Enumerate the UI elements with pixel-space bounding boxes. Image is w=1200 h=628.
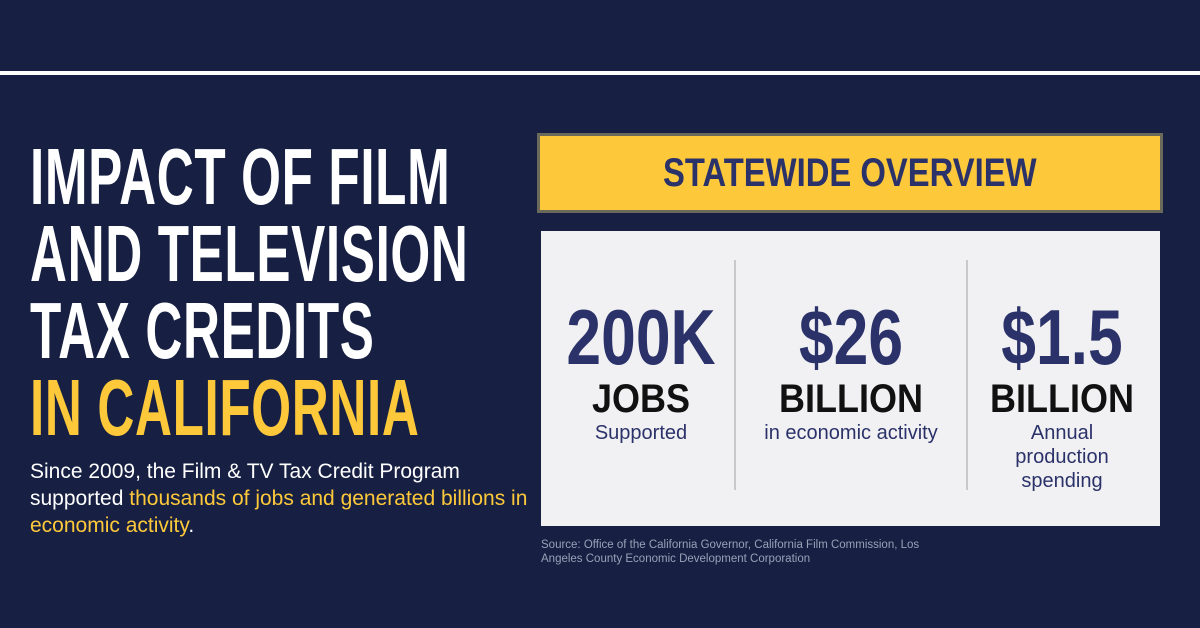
divider-rule: [0, 71, 1200, 75]
stat: 200K JOBS Supported: [536, 297, 746, 445]
stat-caption: Supported: [594, 422, 688, 444]
stat-figure: $26: [798, 293, 904, 381]
panel-heading-box: STATEWIDE OVERVIEW: [537, 133, 1163, 213]
title-line: IMPACT OF FILM: [30, 132, 451, 221]
description: Since 2009, the Film & TV Tax Credit Pro…: [30, 458, 530, 539]
stat-caption: Annual production spending: [1015, 422, 1109, 492]
stat-unit: JOBS: [591, 377, 691, 421]
title-line: TAX CREDITS: [30, 286, 375, 375]
column-divider: [734, 260, 736, 490]
description-highlight: thousands of jobs and generated billions…: [30, 487, 528, 537]
title-line: AND TELEVISION: [30, 209, 469, 298]
stat-unit: BILLION: [990, 377, 1134, 421]
stat-unit: BILLION: [779, 377, 923, 421]
description-lead: Since 2009, the Film & TV Tax Credit Pro…: [30, 460, 460, 510]
description-end: .: [188, 514, 195, 537]
stat: $26 BILLION in economic activity: [746, 297, 956, 445]
stat-figure: $1.5: [1001, 293, 1123, 381]
title-highlight: IN CALIFORNIA: [30, 363, 420, 452]
title: IMPACT OF FILM AND TELEVISION TAX CREDIT…: [30, 132, 516, 452]
stats-panel: 200K JOBS Supported $26 BILLION in econo…: [541, 231, 1160, 526]
panel-heading: STATEWIDE OVERVIEW: [663, 150, 1037, 195]
stat: $1.5 BILLION Annual production spending: [957, 297, 1167, 493]
stat-figure: 200K: [566, 293, 716, 381]
source-note: Source: Office of the California Governo…: [541, 539, 920, 565]
column-divider: [966, 260, 968, 490]
stat-caption: in economic activity: [764, 422, 938, 444]
